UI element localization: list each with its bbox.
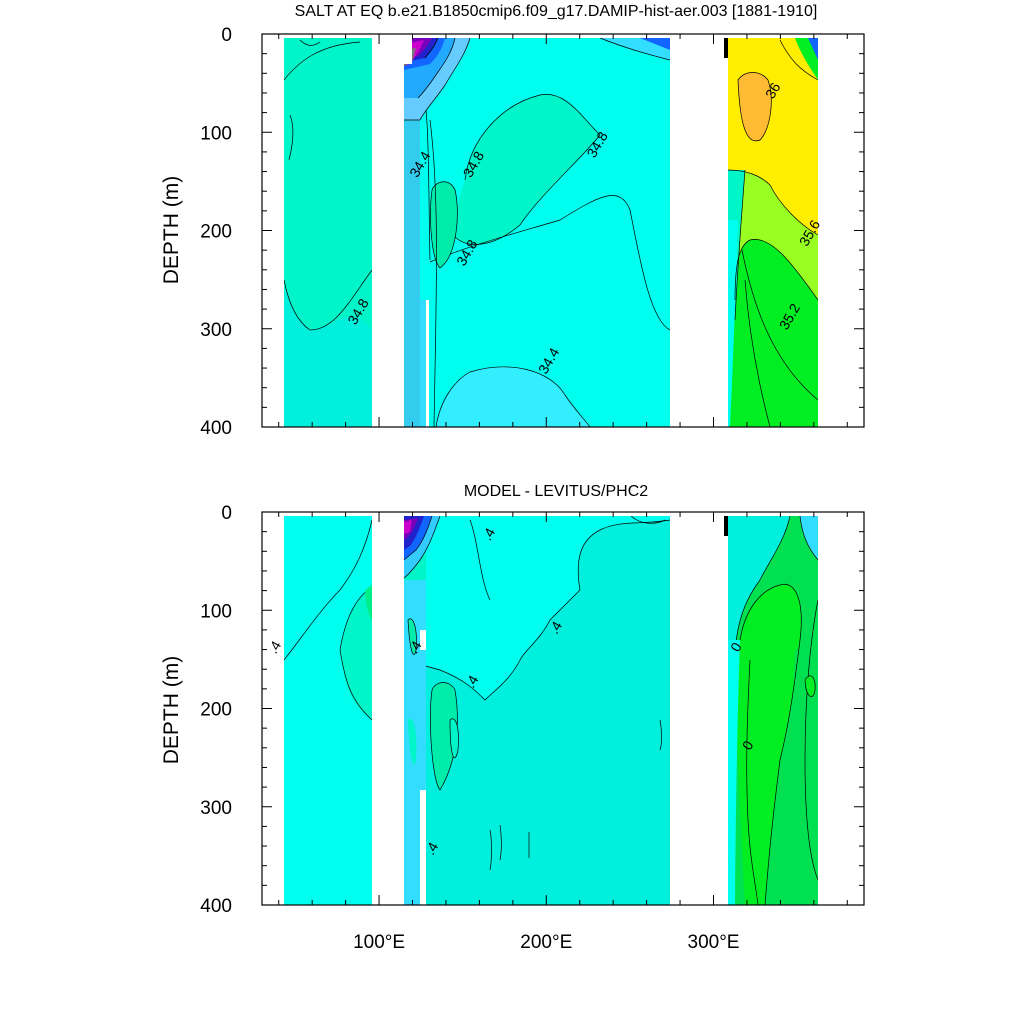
plot-area bbox=[261, 511, 865, 906]
contour-label: 36 bbox=[762, 80, 784, 102]
panel-difference: MODEL - LEVITUS/PHC2 bbox=[160, 483, 865, 953]
land-mask-america bbox=[670, 34, 728, 427]
y-axis-label: DEPTH (m) bbox=[160, 656, 183, 765]
field-pacific-core bbox=[450, 94, 600, 245]
x-axis: 100°E 200°E 300°E bbox=[278, 512, 848, 953]
y-tick-label: 0 bbox=[221, 25, 232, 46]
field-pacific-blob bbox=[430, 181, 458, 268]
y-tick-label: 200 bbox=[200, 222, 232, 243]
field-indian-core bbox=[284, 38, 372, 330]
x-tick-label: 200°E bbox=[520, 932, 572, 953]
panel-title: MODEL - LEVITUS/PHC2 bbox=[464, 483, 648, 500]
y-tick-label: 400 bbox=[200, 418, 232, 439]
field-west-strip bbox=[404, 38, 420, 427]
land-mask-maritime bbox=[372, 34, 404, 427]
y-axis-label: DEPTH (m) bbox=[160, 176, 183, 285]
x-axis bbox=[278, 34, 848, 427]
x-tick-label: 300°E bbox=[688, 932, 740, 953]
y-tick-label: 100 bbox=[200, 601, 232, 622]
y-tick-label: 100 bbox=[200, 123, 232, 144]
y-tick-label: 300 bbox=[200, 798, 232, 819]
y-tick-label: 300 bbox=[200, 320, 232, 341]
y-tick-label: 0 bbox=[221, 503, 232, 524]
panel-salinity: SALT AT EQ b.e21.B1850cmip6.f09_g17.DAMI… bbox=[160, 3, 865, 439]
y-tick-label: 400 bbox=[200, 896, 232, 917]
panel-title: SALT AT EQ b.e21.B1850cmip6.f09_g17.DAMI… bbox=[295, 3, 818, 20]
field-pacific-deep bbox=[436, 366, 590, 427]
y-axis: 0 100 200 300 400 bbox=[200, 25, 864, 439]
x-tick-label: 100°E bbox=[353, 932, 405, 953]
y-axis: 0 100 200 300 400 bbox=[200, 503, 864, 917]
y-tick-label: 200 bbox=[200, 700, 232, 721]
